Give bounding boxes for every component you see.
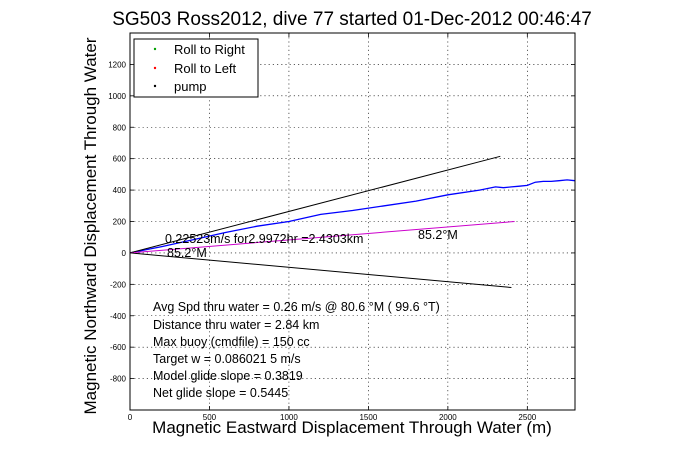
heading-annotation-upper: 85.2°M bbox=[418, 228, 458, 242]
x-tick-label: 1000 bbox=[280, 413, 298, 422]
legend-label-roll-right: Roll to Right bbox=[174, 42, 245, 57]
y-tick-label: -800 bbox=[110, 375, 127, 384]
y-tick-label: 0 bbox=[122, 249, 127, 258]
y-tick-label: 1000 bbox=[108, 92, 126, 101]
stat-distance: Distance thru water = 2.84 km bbox=[153, 318, 319, 332]
y-axis-label: Magnetic Northward Displacement Through … bbox=[81, 37, 100, 414]
y-tick-label: 400 bbox=[113, 186, 127, 195]
legend-marker-roll-left bbox=[153, 66, 157, 70]
series-line-2 bbox=[129, 155, 501, 254]
chart-title: SG503 Ross2012, dive 77 started 01-Dec-2… bbox=[112, 9, 592, 30]
x-tick-label: 2000 bbox=[439, 413, 457, 422]
y-tick-label: -200 bbox=[110, 280, 127, 289]
x-axis-label: Magnetic Eastward Displacement Through W… bbox=[152, 418, 552, 437]
stat-target-w: Target w = 0.086021 5 m/s bbox=[153, 352, 301, 366]
x-tick-label: 500 bbox=[203, 413, 217, 422]
ticks: 0 500 1000 1500 2000 2500 -800 -600 -400 -200 0 200… bbox=[108, 33, 575, 422]
stat-avg-speed: Avg Spd thru water = 0.26 m/s @ 80.6 °M … bbox=[153, 300, 440, 314]
stats-block: Avg Spd thru water = 0.26 m/s @ 80.6 °M … bbox=[153, 300, 440, 400]
y-tick-label: 800 bbox=[113, 123, 127, 132]
stat-net-glide-slope: Net glide slope = 0.5445 bbox=[153, 386, 288, 400]
legend-label-pump: pump bbox=[174, 79, 207, 94]
y-tick-label: 600 bbox=[113, 155, 127, 164]
x-tick-label: 0 bbox=[128, 413, 133, 422]
series-line-3 bbox=[129, 252, 512, 288]
heading-annotation-lower: 85.2°M bbox=[167, 246, 207, 260]
y-tick-label: 200 bbox=[113, 218, 127, 227]
series-line-1 bbox=[129, 179, 576, 254]
stat-model-glide-slope: Model glide slope = 0.3819 bbox=[153, 369, 303, 383]
stat-max-buoy: Max buoy (cmdfile) = 150 cc bbox=[153, 335, 310, 349]
y-tick-label: 1200 bbox=[108, 60, 126, 69]
x-tick-label: 1500 bbox=[359, 413, 377, 422]
y-tick-label: -400 bbox=[110, 312, 127, 321]
speed-annotation: 0.22523m/s for2.9972hr =2.4303km bbox=[165, 232, 363, 246]
legend: Roll to Right Roll to Left pump bbox=[133, 38, 259, 98]
legend-marker-roll-right bbox=[153, 47, 157, 51]
x-tick-label: 2500 bbox=[518, 413, 536, 422]
annotations: 0.22523m/s for2.9972hr =2.4303km 85.2°M … bbox=[165, 228, 458, 260]
y-tick-label: -600 bbox=[110, 343, 127, 352]
legend-label-roll-left: Roll to Left bbox=[174, 61, 237, 76]
legend-marker-pump bbox=[153, 84, 157, 88]
series-layer bbox=[129, 155, 576, 288]
series-line-4 bbox=[129, 221, 515, 254]
